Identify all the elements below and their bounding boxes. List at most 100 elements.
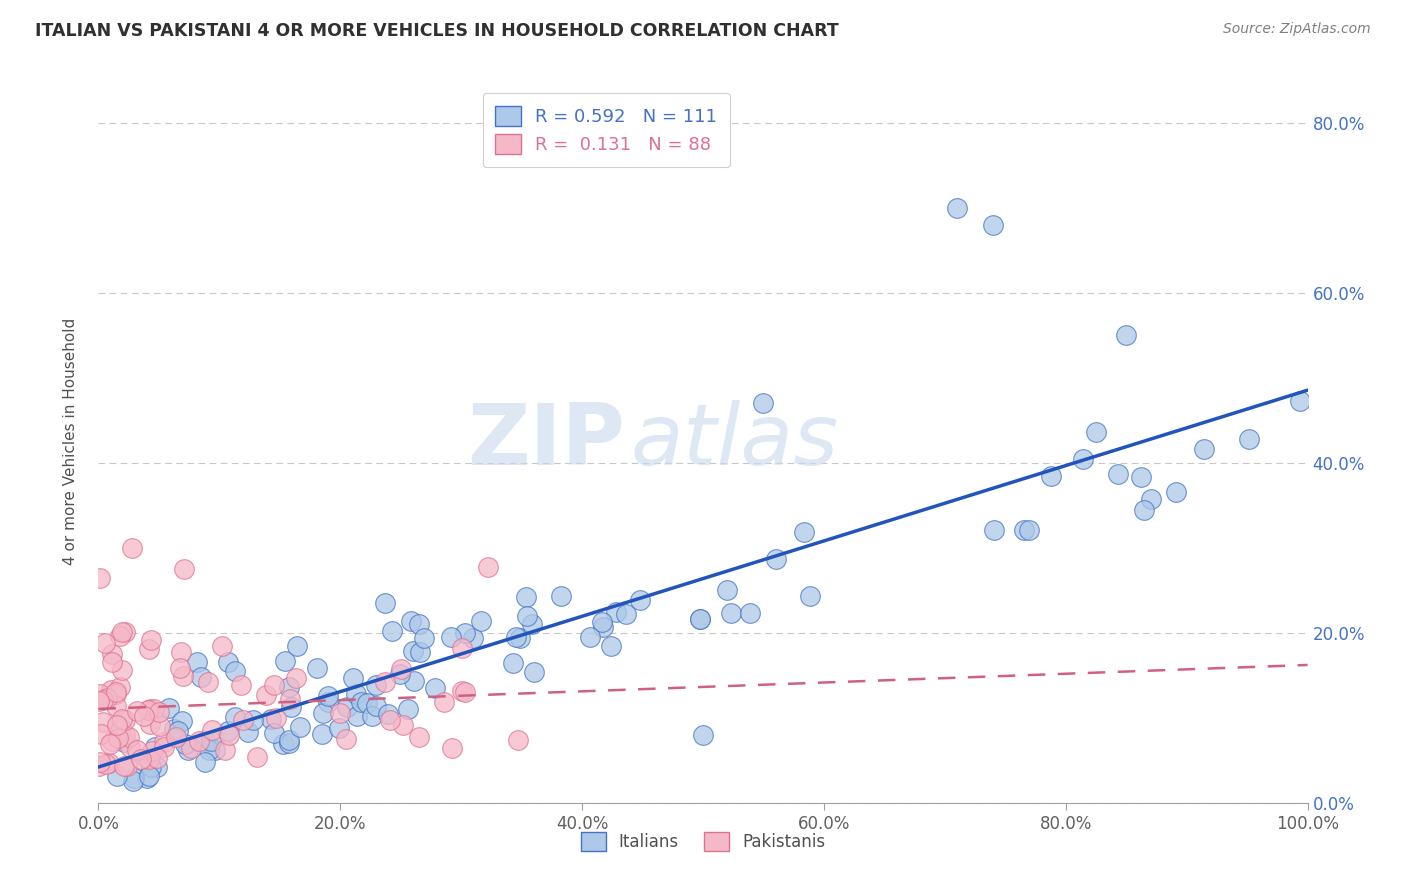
Point	[111, 624, 134, 639]
Point	[146, 751, 169, 765]
Point	[461, 632, 484, 646]
Point	[127, 743, 149, 757]
Point	[153, 735, 176, 749]
Point	[98, 737, 121, 751]
Point	[374, 675, 396, 690]
Point	[242, 713, 264, 727]
Point	[190, 670, 212, 684]
Point	[720, 606, 742, 620]
Point	[579, 630, 602, 644]
Point	[224, 664, 246, 678]
Point	[689, 612, 711, 626]
Point	[229, 678, 252, 692]
Point	[377, 707, 399, 722]
Point	[139, 633, 162, 648]
Point	[141, 744, 163, 758]
Point	[105, 769, 128, 783]
Point	[211, 640, 233, 654]
Point	[98, 756, 121, 770]
Point	[1139, 491, 1161, 506]
Point	[451, 684, 474, 698]
Point	[692, 728, 714, 742]
Point	[165, 730, 187, 744]
Point	[392, 718, 415, 732]
Point	[108, 681, 131, 695]
Point	[1166, 485, 1188, 500]
Point	[278, 736, 301, 750]
Point	[143, 740, 166, 755]
Point	[90, 726, 112, 740]
Point	[93, 635, 115, 649]
Point	[101, 655, 124, 669]
Point	[111, 663, 134, 677]
Point	[284, 671, 307, 685]
Point	[356, 697, 378, 711]
Point	[254, 688, 277, 702]
Point	[104, 687, 127, 701]
Point	[522, 617, 544, 632]
Point	[402, 673, 425, 688]
Point	[89, 687, 111, 701]
Point	[502, 657, 524, 671]
Point	[273, 654, 295, 668]
Point	[423, 681, 446, 696]
Point	[204, 743, 226, 757]
Point	[389, 662, 412, 676]
Point	[169, 661, 191, 675]
Point	[139, 702, 162, 716]
Point	[409, 645, 432, 659]
Point	[307, 661, 329, 675]
Point	[342, 671, 364, 685]
Point	[600, 639, 623, 653]
Point	[312, 706, 335, 720]
Point	[396, 702, 419, 716]
Point	[605, 605, 627, 619]
Point	[136, 771, 159, 785]
Point	[232, 713, 254, 727]
Point	[278, 692, 301, 706]
Point	[335, 732, 357, 747]
Point	[1107, 467, 1129, 481]
Point	[1192, 442, 1215, 457]
Point	[981, 218, 1004, 232]
Point	[328, 721, 350, 735]
Point	[105, 699, 128, 714]
Point	[752, 396, 775, 410]
Point	[280, 699, 302, 714]
Point	[200, 734, 222, 748]
Point	[114, 625, 136, 640]
Point	[454, 625, 477, 640]
Point	[716, 583, 738, 598]
Point	[329, 706, 352, 720]
Point	[366, 699, 388, 714]
Point	[344, 687, 367, 701]
Point	[278, 733, 301, 747]
Point	[117, 758, 139, 772]
Point	[350, 695, 373, 709]
Point	[318, 690, 340, 704]
Point	[983, 523, 1005, 537]
Point	[146, 760, 169, 774]
Point	[167, 723, 190, 738]
Point	[799, 589, 821, 603]
Point	[89, 755, 111, 769]
Point	[214, 743, 236, 757]
Text: ZIP: ZIP	[467, 400, 624, 483]
Point	[117, 730, 139, 744]
Point	[157, 700, 180, 714]
Point	[194, 755, 217, 769]
Point	[91, 714, 114, 729]
Point	[628, 593, 651, 607]
Point	[197, 743, 219, 757]
Point	[1039, 468, 1062, 483]
Point	[170, 645, 193, 659]
Point	[509, 631, 531, 645]
Text: Source: ZipAtlas.com: Source: ZipAtlas.com	[1223, 22, 1371, 37]
Point	[689, 612, 711, 626]
Point	[135, 750, 157, 764]
Point	[614, 607, 637, 621]
Point	[180, 741, 202, 756]
Point	[87, 694, 110, 708]
Point	[122, 771, 145, 785]
Point	[1133, 502, 1156, 516]
